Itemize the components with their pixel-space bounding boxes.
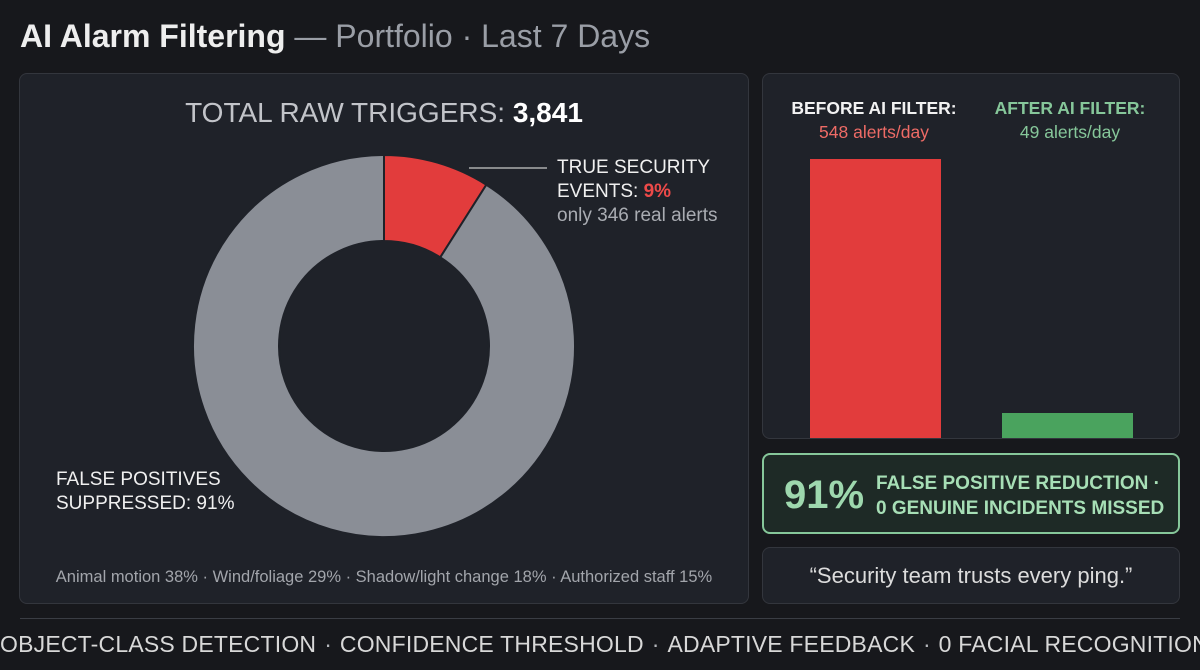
donut-slices bbox=[192, 153, 576, 538]
false-positives-line1: FALSE POSITIVES bbox=[56, 469, 221, 490]
before-filter-header: BEFORE AI FILTER: 548 alerts/day bbox=[779, 96, 969, 144]
donut-chart bbox=[192, 153, 576, 538]
true-events-callout: TRUE SECURITY EVENTS: 9% only 346 real a… bbox=[557, 156, 718, 228]
before-filter-label: BEFORE AI FILTER: bbox=[791, 98, 957, 118]
reduction-line1: FALSE POSITIVE REDUCTION · bbox=[876, 473, 1160, 494]
true-events-line1: TRUE SECURITY bbox=[557, 157, 711, 178]
quote-text: “Security team trusts every ping.” bbox=[809, 563, 1133, 588]
true-events-line2: EVENTS: 9% bbox=[557, 180, 718, 204]
reduction-panel: 91% FALSE POSITIVE REDUCTION · 0 GENUINE… bbox=[762, 453, 1180, 534]
footer-separator: · bbox=[324, 631, 332, 657]
footer-item-facial: 0 FACIAL RECOGNITION bbox=[938, 631, 1200, 657]
total-label: TOTAL RAW TRIGGERS: bbox=[185, 97, 506, 128]
footer-divider bbox=[20, 618, 1180, 619]
true-events-sub: only 346 real alerts bbox=[557, 205, 718, 226]
true-events-pct: 9% bbox=[643, 181, 672, 202]
quote-panel: “Security team trusts every ping.” bbox=[762, 547, 1180, 604]
total-raw-triggers: TOTAL RAW TRIGGERS: 3,841 bbox=[20, 96, 748, 130]
footer-features: OBJECT-CLASS DETECTION · CONFIDENCE THRESH… bbox=[0, 630, 1200, 658]
after-filter-value: 49 alerts/day bbox=[1019, 122, 1121, 142]
footer-item-adaptive: ADAPTIVE FEEDBACK bbox=[667, 631, 915, 657]
after-filter-header: AFTER AI FILTER: 49 alerts/day bbox=[977, 96, 1163, 144]
false-positives-line2: SUPPRESSED: 91% bbox=[56, 493, 235, 514]
reduction-text: FALSE POSITIVE REDUCTION · 0 GENUINE INC… bbox=[876, 471, 1164, 521]
footer-item-confidence: CONFIDENCE THRESHOLD bbox=[339, 631, 644, 657]
title-separator: — bbox=[294, 18, 327, 54]
false-positives-callout: FALSE POSITIVES SUPPRESSED: 91% bbox=[56, 468, 234, 516]
donut-panel: TOTAL RAW TRIGGERS: 3,841 TRUE SECURITY … bbox=[19, 73, 749, 604]
false-positive-breakdown: Animal motion 38% · Wind/foliage 29% · S… bbox=[55, 568, 713, 586]
total-value: 3,841 bbox=[512, 97, 583, 128]
bar-after-filter bbox=[1002, 413, 1133, 438]
footer-separator: · bbox=[651, 631, 660, 657]
after-filter-label: AFTER AI FILTER: bbox=[994, 98, 1146, 118]
reduction-pct: 91% bbox=[784, 473, 865, 517]
bar-before-filter bbox=[810, 159, 941, 438]
true-events-label: EVENTS: bbox=[557, 181, 639, 202]
before-filter-value: 548 alerts/day bbox=[819, 122, 929, 142]
bar-panel: BEFORE AI FILTER: 548 alerts/day AFTER A… bbox=[762, 73, 1180, 439]
footer-separator: · bbox=[923, 631, 931, 657]
title-text: AI Alarm Filtering bbox=[20, 18, 286, 54]
footer-item-object-class: OBJECT-CLASS DETECTION bbox=[0, 631, 317, 657]
page-title: AI Alarm Filtering — Portfolio · Last 7 … bbox=[20, 16, 650, 56]
title-subtitle: Portfolio · Last 7 Days bbox=[335, 18, 651, 54]
donut-slice-false-positives bbox=[192, 153, 576, 538]
reduction-line2: 0 GENUINE INCIDENTS MISSED bbox=[876, 498, 1165, 519]
